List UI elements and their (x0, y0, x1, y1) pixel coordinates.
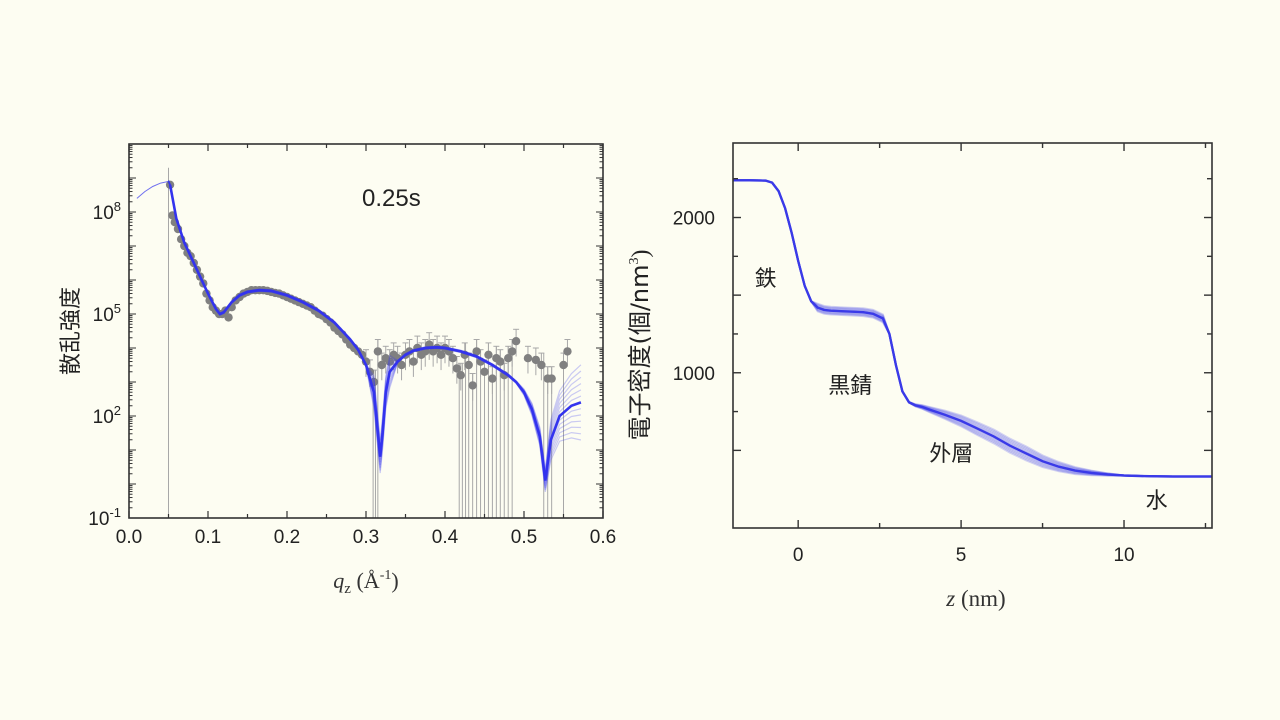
data-point (409, 357, 418, 366)
fit-sample-line (167, 181, 582, 483)
left-x-axis-label: qz (Å-1) (333, 568, 398, 597)
y-tick-exp: -1 (109, 505, 121, 520)
data-point (504, 354, 513, 363)
fit-sample-line (167, 181, 581, 489)
y-tick-base: 10 (93, 203, 114, 224)
data-point (484, 350, 493, 359)
x-tick-label: 5 (956, 545, 967, 566)
fit-sample-line (167, 180, 582, 474)
fit-sample-line (167, 180, 582, 479)
y-tick-base: 10 (88, 509, 109, 530)
data-point (436, 350, 446, 359)
data-point (385, 357, 394, 366)
density-line (733, 179, 1212, 478)
data-point (472, 347, 481, 356)
layer-label: 鉄 (755, 267, 777, 292)
x-tick-label: 0.1 (195, 527, 221, 548)
data-point (511, 337, 521, 346)
data-point (480, 367, 489, 376)
data-point (448, 354, 458, 363)
x-tick-label: 0.0 (116, 527, 142, 548)
data-point (397, 360, 406, 370)
x-tick-label: 10 (1113, 545, 1134, 566)
data-point (488, 374, 497, 383)
fit-extrapolation (136, 180, 171, 199)
layer-label: 水 (1146, 489, 1168, 514)
data-point (496, 357, 505, 366)
x-tick-label: 0.6 (590, 527, 616, 548)
data-point (224, 313, 233, 322)
fit-sample-line (167, 179, 582, 470)
y-tick-label: 1000 (673, 364, 715, 385)
y-tick-label: 2000 (673, 209, 715, 230)
data-point (559, 360, 568, 370)
y-tick-label: 102 (93, 403, 121, 428)
qz-unit: (Å (351, 568, 380, 593)
y-tick-base: 10 (93, 407, 114, 428)
left-y-axis-label: 散乱強度 (59, 287, 84, 375)
data-point (464, 360, 473, 370)
data-point (377, 360, 386, 370)
data-point (507, 347, 517, 356)
x-tick-label: 0.3 (353, 527, 379, 548)
right-x-axis-label: z (nm) (945, 586, 1005, 611)
y-tick-label: 10-1 (88, 505, 121, 530)
fit-sample-line (167, 182, 582, 493)
y-tick-label: 105 (93, 301, 121, 326)
x-tick-label: 0.5 (511, 527, 537, 548)
density-label-text: 電子密度(個/nm (626, 264, 654, 440)
data-point (537, 360, 546, 370)
fit-sample-line (167, 180, 582, 472)
data-point (523, 354, 533, 363)
right-plot-frame (732, 142, 1213, 529)
data-point (456, 371, 465, 380)
fit-sample-line (167, 182, 581, 491)
data-point (452, 364, 462, 373)
left-x-ticks: 0.0 0.1 0.2 0.3 0.4 0.5 0.6 (116, 144, 616, 548)
data-point (373, 347, 383, 356)
z-symbol: z (945, 586, 955, 611)
right-plot-area (733, 179, 1212, 478)
fit-line (168, 184, 582, 481)
density-sample-line (733, 179, 1212, 478)
layer-label: 黒錆 (828, 374, 872, 399)
right-x-ticks: 0 5 10 (793, 143, 1207, 566)
y-tick-exp: 5 (114, 301, 121, 316)
right-y-ticks: 2000 1000 (673, 178, 1212, 452)
fit-sample-line (167, 181, 582, 481)
data-point (468, 381, 477, 390)
data-point (563, 347, 572, 356)
y-tick-exp: 2 (114, 403, 121, 418)
x-tick-label: 0.4 (432, 527, 459, 548)
time-annotation: 0.25s (362, 185, 421, 212)
z-unit: (nm) (955, 586, 1005, 611)
fit-sample-line (167, 181, 581, 485)
y-tick-exp: 8 (114, 199, 121, 214)
qz-subscript: z (344, 581, 351, 597)
fit-sample-line (167, 181, 581, 487)
left-plot-area (136, 167, 582, 518)
data-point (531, 355, 541, 365)
data-point (547, 374, 556, 383)
y-tick-base: 10 (93, 305, 114, 326)
x-tick-label: 0 (793, 545, 804, 566)
y-tick-label: 108 (93, 199, 121, 224)
layer-label: 外層 (929, 442, 973, 467)
right-y-axis-label: 電子密度(個/nm3) (626, 249, 654, 440)
fit-sample-line (167, 180, 582, 475)
density-label-close: ) (628, 249, 654, 257)
qz-symbol: q (333, 568, 344, 593)
density-label-sup: 3 (627, 257, 642, 264)
qz-unit-sup: -1 (380, 568, 392, 583)
x-tick-label: 0.2 (274, 527, 300, 548)
qz-unit-close: ) (391, 568, 398, 593)
